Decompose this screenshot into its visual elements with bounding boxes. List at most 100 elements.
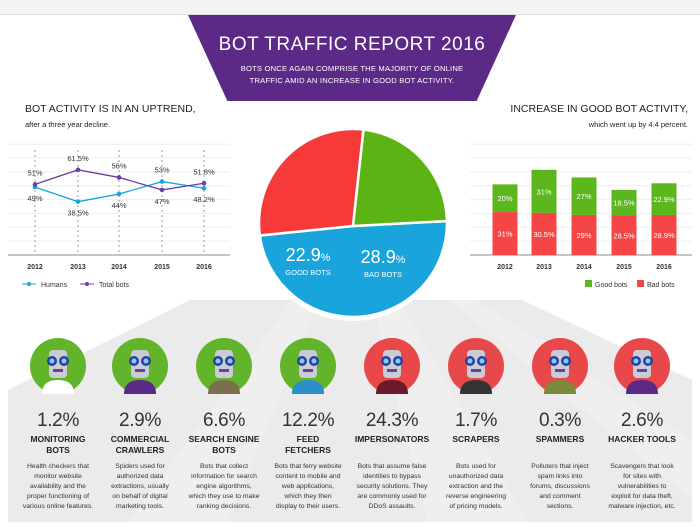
bot-description-line: Bots that collect (200, 463, 248, 470)
bot-name: SCRAPERS (452, 434, 500, 444)
bot-name: MONITORING (30, 434, 86, 444)
legend-label: Good bots (595, 282, 628, 289)
bar-label: 20% (497, 194, 512, 203)
bot-name: HACKER TOOLS (608, 434, 676, 444)
x-tick-label: 2015 (154, 264, 170, 271)
bot-description-line: Polluters that inject (531, 463, 589, 470)
data-point (159, 179, 165, 184)
bar-label: 29% (576, 231, 591, 240)
bar-label: 30.5% (533, 230, 555, 239)
x-tick-label: 2016 (196, 264, 212, 271)
bot-description-line: information for search (191, 473, 257, 480)
header-subtitle-2: TRAFFIC AMID AN INCREASE IN GOOD BOT ACT… (249, 76, 455, 85)
bar-good-bots (571, 177, 597, 215)
bot-description-line: engine algorithms, (196, 483, 252, 490)
pie-value: 22.9% (286, 245, 331, 265)
bot-description-line: authorized data (116, 473, 164, 480)
bot-percentage: 12.2% (281, 410, 335, 431)
bot-percentage: 6.6% (202, 410, 246, 431)
bot-description-line: DDoS assaults. (368, 503, 416, 510)
bot-name-line2: BOTS (212, 445, 236, 455)
bot-type-card: 1.7% SCRAPERS Bots used for unauthorized … (434, 338, 518, 512)
bot-percentage: 1.2% (36, 410, 80, 431)
bot-name: COMMERCIAL (110, 434, 170, 444)
bot-types-panel (8, 300, 692, 522)
bot-type-card: 0.3% SPAMMERS Polluters that inject spam … (518, 338, 602, 512)
bot-description-line: sections. (546, 503, 574, 510)
bot-description-line: malware injection, etc. (608, 503, 676, 510)
businessman-robot-icon (112, 338, 168, 394)
data-label: 51% (27, 168, 42, 177)
bot-description-line: ranking decisions. (196, 503, 252, 510)
bot-description-line: forums, discussions (530, 483, 590, 490)
data-point (75, 199, 81, 204)
data-label: 49% (27, 194, 42, 203)
bot-description-line: Bots that ferry website (274, 463, 342, 470)
bot-type-card: 12.2% FEED FETCHERS Bots that ferry websi… (266, 338, 350, 512)
pie-value: 28.9% (361, 247, 406, 267)
spammer-robot-icon (532, 338, 588, 394)
bot-percentage: 2.6% (620, 410, 664, 431)
bar-chart-title: INCREASE IN GOOD BOT ACTIVITY, (510, 103, 688, 115)
bot-description-line: Bots used for (455, 463, 497, 470)
bot-description-line: which they then (284, 493, 332, 500)
bot-description-line: Spiders used for (115, 463, 165, 470)
report-header: BOT TRAFFIC REPORT 2016 BOTS ONCE AGAIN … (188, 15, 516, 101)
bot-type-card: 2.6% HACKER TOOLS Scavengers that look fo… (600, 338, 684, 512)
bar-label: 22.9% (653, 195, 675, 204)
bot-type-card: 6.6% SEARCH ENGINE BOTS Bots that collect… (182, 338, 266, 512)
data-point (75, 167, 81, 173)
x-tick-label: 2014 (576, 264, 592, 271)
legend-label: Total bots (99, 282, 129, 289)
detective-robot-icon (196, 338, 252, 394)
bar-good-bots (651, 183, 677, 215)
x-tick-label: 2014 (111, 264, 127, 271)
bot-name: FEED (296, 434, 320, 444)
data-point (116, 175, 122, 180)
data-label: 51.8% (193, 167, 215, 176)
data-label: 48.2% (193, 195, 215, 204)
bot-description-line: availability and the (30, 483, 86, 490)
pie-slice-bad-bots (257, 127, 365, 237)
bot-percentage: 1.7% (454, 410, 498, 431)
legend-marker (27, 282, 31, 286)
bot-type-card: 1.2% MONITORING BOTS Health checkers that… (16, 338, 100, 512)
bot-type-card: 2.9% COMMERCIAL CRAWLERS Spiders used for… (98, 338, 182, 512)
bar-label: 28.9% (653, 231, 675, 240)
bot-description-line: web applications, (281, 483, 335, 490)
bot-name: SPAMMERS (535, 434, 585, 444)
bar-bad-bots (531, 212, 557, 255)
bot-description-line: reverse engineering (445, 493, 507, 500)
bot-description-line: Scavengers that look (610, 463, 674, 470)
bot-description-line: and comment (539, 493, 581, 500)
bot-name-line2: FETCHERS (285, 445, 331, 455)
data-point (159, 187, 165, 193)
x-tick-label: 2012 (497, 264, 513, 271)
bar-bad-bots (571, 214, 597, 255)
x-tick-label: 2013 (536, 264, 552, 271)
top-bar (0, 0, 700, 15)
hacker-robot-icon (614, 338, 670, 394)
page-title: BOT TRAFFIC REPORT 2016 (218, 34, 486, 55)
line-chart-title: BOT ACTIVITY IS IN AN UPTREND, (25, 103, 196, 115)
bot-description-line: of pricing models. (449, 503, 503, 510)
data-label: 47% (154, 197, 169, 206)
impersonator-robot-icon (364, 338, 420, 394)
bot-description-line: content to mobile and (275, 473, 341, 480)
x-tick-label: 2015 (616, 264, 632, 271)
bot-description-line: monitor website (34, 473, 82, 480)
data-label: 61.5% (67, 154, 89, 163)
x-tick-label: 2013 (70, 264, 86, 271)
pie-slice-humans (258, 219, 449, 319)
pie-label: GOOD BOTS (285, 268, 330, 277)
bot-percentage: 24.3% (365, 410, 419, 431)
bar-bad-bots (492, 212, 518, 255)
bot-description-line: spam links into (537, 473, 583, 480)
bot-description-line: for sites with (623, 473, 661, 480)
bot-description-line: extractions, usually (111, 483, 169, 490)
bot-description-line: marketing tools. (116, 503, 164, 510)
legend-marker (85, 282, 89, 286)
bar-bad-bots (651, 214, 677, 255)
pie-label: BAD BOTS (364, 270, 402, 279)
data-point (116, 191, 122, 197)
